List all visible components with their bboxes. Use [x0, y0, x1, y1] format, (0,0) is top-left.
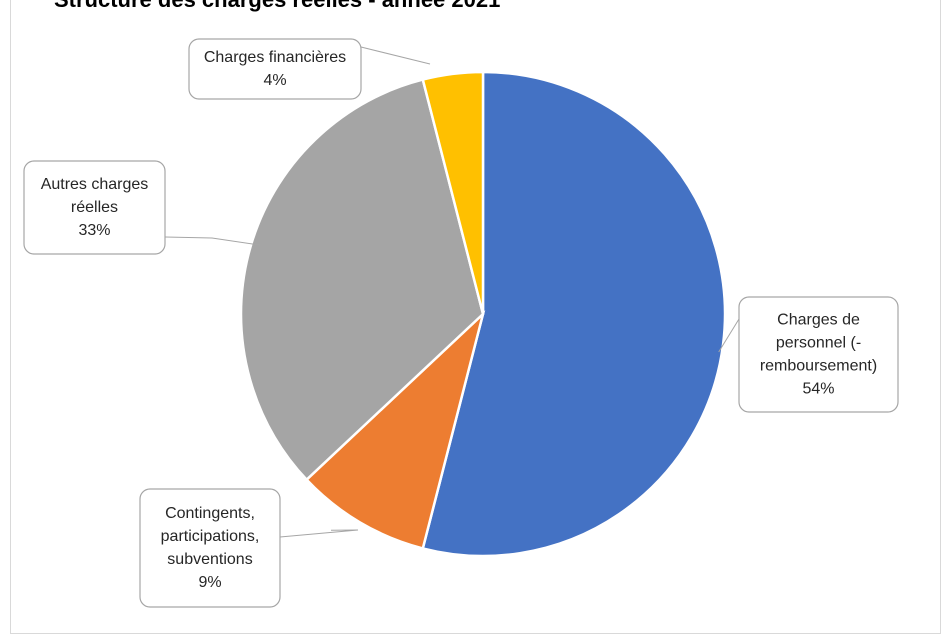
- data-label-text: Charges de: [777, 312, 860, 329]
- data-label-text: réelles: [71, 199, 118, 216]
- data-label-percent: 9%: [198, 574, 221, 591]
- data-label-box: [139, 488, 281, 608]
- leader-line-1: [718, 318, 740, 353]
- data-label-box: [188, 38, 362, 100]
- data-label-text: remboursement): [760, 358, 877, 375]
- data-label-2: Contingents, participations, subventions 9%: [139, 488, 281, 608]
- chart-title: Structure des charges réelles - année 20…: [54, 0, 500, 12]
- pie-slice-4: [421, 70, 485, 315]
- data-label-percent: 4%: [263, 72, 286, 89]
- data-label-text: participations,: [161, 528, 260, 545]
- leader-lines: [164, 46, 740, 538]
- data-label-text: Charges financières: [204, 49, 346, 66]
- leader-line-2: [279, 529, 359, 538]
- leader-line-3: [164, 236, 261, 246]
- data-label-box: [23, 160, 166, 255]
- data-label-percent: 54%: [802, 381, 834, 398]
- data-label-3: Autres charges réelles 33%: [23, 160, 166, 255]
- data-label-text: Contingents,: [165, 505, 255, 522]
- data-label-text: personnel (-: [776, 335, 861, 352]
- data-label-text: subventions: [167, 551, 252, 568]
- pie-slices: [239, 70, 727, 558]
- data-label-text: Autres charges: [41, 176, 149, 193]
- pie-slice-3: [239, 78, 485, 482]
- data-label-4: Charges financières 4%: [188, 38, 362, 100]
- pie-slice-2: [304, 310, 486, 550]
- data-label-percent: 33%: [78, 222, 110, 239]
- data-label-box: [738, 296, 899, 413]
- leader-line-4: [360, 46, 431, 65]
- data-label-1: Charges de personnel (- remboursement) 54%: [738, 296, 899, 413]
